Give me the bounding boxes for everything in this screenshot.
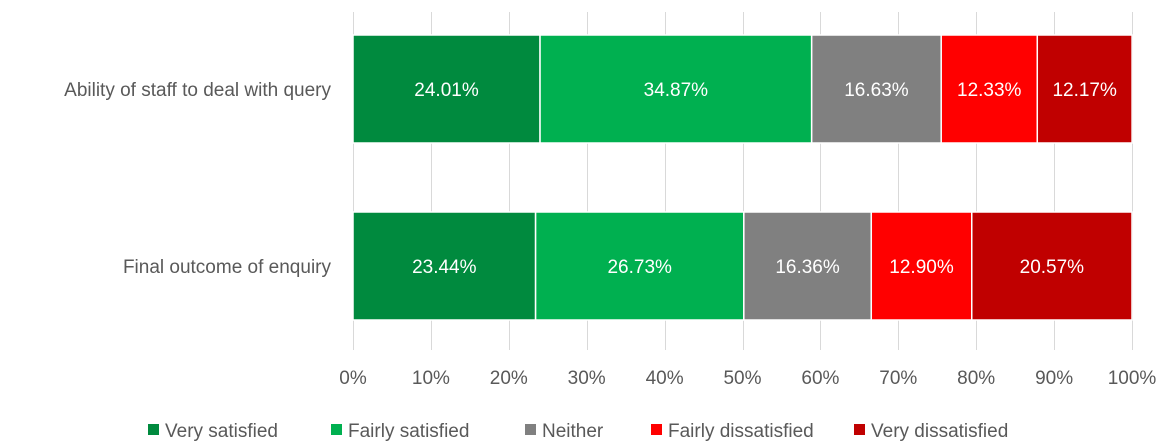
legend-label: Very satisfied [165,421,278,442]
x-tick-label: 20% [490,368,528,389]
x-tick-label: 10% [412,368,450,389]
bar-segment-fairly-dissatisfied-1 [940,34,1039,144]
bar-segment-fairly-satisfied-2 [534,211,745,321]
x-tick-label: 80% [957,368,995,389]
legend-swatch [854,424,865,435]
x-tick-label: 0% [339,368,367,389]
legend-swatch [148,424,159,435]
bar-value-label: 26.73% [607,257,672,278]
legend-swatch [525,424,536,435]
bar-value-label: 12.33% [957,80,1022,101]
legend-label: Very dissatisfied [871,421,1008,442]
legend-swatch [651,424,662,435]
x-axis-ticks: 0% 10% 20% 30% 40% 50% 60% 70% 80% 90% 100% [339,368,1156,389]
bar-segment-neither-1 [810,34,942,144]
x-tick-label: 50% [723,368,761,389]
bar-segment-very-dissatisfied-1 [1036,34,1133,144]
bar-value-label: 24.01% [414,80,479,101]
category-label: Ability of staff to deal with query [64,80,331,101]
bar-value-label: 12.17% [1052,80,1117,101]
x-tick-label: 60% [801,368,839,389]
bar-value-label: 23.44% [412,257,477,278]
category-labels: Ability of staff to deal with query Final… [64,80,331,278]
bar-segment-fairly-dissatisfied-2 [870,211,973,321]
legend: Very satisfied Fairly satisfied Neither Fai… [148,421,1008,442]
x-tick-label: 30% [568,368,606,389]
x-tick-label: 40% [646,368,684,389]
bar-value-label: 16.63% [844,80,909,101]
legend-label: Fairly satisfied [348,421,469,442]
bar-value-label: 12.90% [889,257,954,278]
bar-value-label: 16.36% [775,257,840,278]
x-tick-label: 90% [1035,368,1073,389]
bar-value-label: 34.87% [644,80,709,101]
bar-segments: 24.01% 34.87% 16.63% 12.33% 12.17% 23.44% 26.7… [352,34,1133,321]
legend-swatch [331,424,342,435]
legend-label: Neither [542,421,604,442]
category-label: Final outcome of enquiry [123,257,332,278]
bar-segment-very-satisfied-1 [352,34,541,144]
bar-segment-very-dissatisfied-2 [971,211,1133,321]
x-tick-label: 100% [1108,368,1157,389]
legend-label: Fairly dissatisfied [668,421,814,442]
bar-segment-very-satisfied-2 [352,211,537,321]
x-tick-label: 70% [879,368,917,389]
bar-value-label: 20.57% [1020,257,1085,278]
bar-segment-fairly-satisfied-1 [539,34,813,144]
